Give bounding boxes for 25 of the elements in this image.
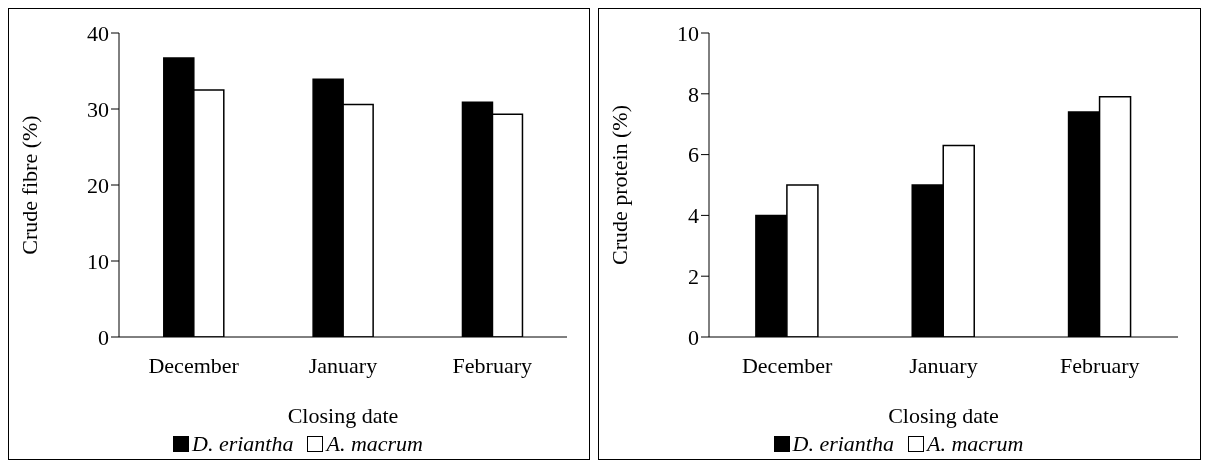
y-tick-label: 30 bbox=[87, 96, 109, 122]
legend-label: D. eriantha bbox=[192, 431, 294, 457]
legend-label: A. macrum bbox=[326, 431, 423, 457]
y-tick-label: 10 bbox=[87, 248, 109, 274]
x-tick-label: January bbox=[308, 352, 378, 378]
y-tick-label: 10 bbox=[677, 20, 699, 46]
y-tick-label: 40 bbox=[87, 20, 109, 46]
y-tick-label: 8 bbox=[688, 81, 699, 107]
y-tick-label: 0 bbox=[98, 324, 109, 350]
x-tick-label: January bbox=[909, 352, 978, 378]
legend-label: A. macrum bbox=[926, 431, 1024, 457]
x-axis-title: Closing date bbox=[888, 403, 999, 428]
legend-label: D. eriantha bbox=[792, 431, 894, 457]
x-tick-label: February bbox=[452, 352, 533, 378]
x-tick-label: February bbox=[1060, 352, 1140, 378]
y-tick-label: 4 bbox=[688, 203, 699, 229]
y-tick-label: 2 bbox=[688, 264, 699, 290]
y-axis-title: Crude fibre (%) bbox=[16, 115, 42, 255]
y-axis-title: Crude protein (%) bbox=[606, 104, 632, 266]
x-tick-label: December bbox=[741, 352, 834, 378]
y-tick-label: 0 bbox=[688, 324, 699, 350]
x-tick-label: December bbox=[148, 352, 240, 378]
x-axis-title: Closing date bbox=[287, 403, 399, 428]
y-tick-label: 6 bbox=[688, 142, 699, 168]
y-tick-label: 20 bbox=[87, 172, 109, 198]
